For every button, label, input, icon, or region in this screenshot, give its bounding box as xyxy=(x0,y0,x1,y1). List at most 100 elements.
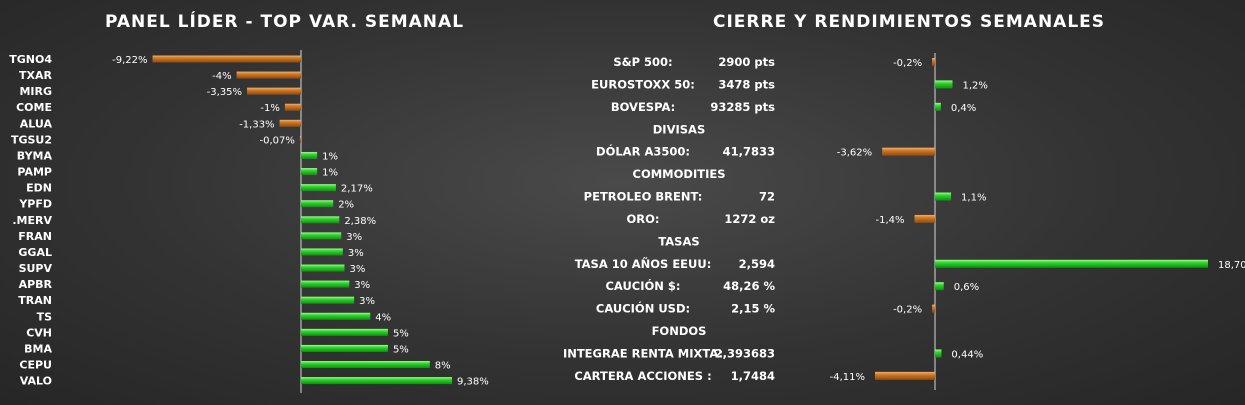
bar xyxy=(301,377,453,385)
change-label: 0,6% xyxy=(954,282,979,293)
change-bar xyxy=(935,80,953,89)
change-label: 18,70% xyxy=(1218,260,1245,271)
bar xyxy=(301,216,340,224)
category-label: YPFD xyxy=(18,198,52,211)
right-panel-title: CIERRE Y RENDIMIENTOS SEMANALES xyxy=(713,12,1106,32)
instrument-value: 41,7833 xyxy=(723,145,775,159)
data-label: 2,38% xyxy=(344,216,376,227)
cierre-rendimientos-table: S&P 500: 2900 pts -0,2% EUROSTOXX 50: 3478 p… xyxy=(563,53,1245,390)
bar xyxy=(301,344,388,352)
instrument-name: ORO: xyxy=(626,212,659,226)
data-label: 9,38% xyxy=(457,377,489,388)
bar xyxy=(301,200,334,208)
instrument-value: 3478 pts xyxy=(718,77,775,91)
bar xyxy=(301,151,318,159)
data-label: 4% xyxy=(375,312,391,323)
data-label: 1% xyxy=(322,168,338,179)
panel-lider-bar-chart: TGNO4 -9,22% TXAR -4% MIRG -3,35% COME -1% ALUA -… xyxy=(9,50,489,393)
category-label: CEPU xyxy=(19,359,52,372)
instrument-name: S&P 500: xyxy=(613,55,672,69)
bar xyxy=(152,55,301,63)
bar xyxy=(301,328,388,336)
instrument-value: 2,393683 xyxy=(715,346,775,360)
change-label: 1,1% xyxy=(961,193,986,204)
change-bar xyxy=(874,371,935,380)
instrument-value: 1,7484 xyxy=(731,369,775,383)
change-bar xyxy=(935,192,952,201)
data-label: 3% xyxy=(354,280,370,291)
bar xyxy=(301,361,430,369)
change-bar xyxy=(932,304,935,313)
change-bar xyxy=(935,349,942,358)
change-bar xyxy=(935,259,1209,268)
instrument-value: 2900 pts xyxy=(718,55,775,69)
instrument-name: PETROLEO BRENT: xyxy=(584,190,703,204)
section-header: TASAS xyxy=(658,234,699,248)
instrument-name: DÓLAR A3500: xyxy=(596,144,690,159)
instrument-name: CAUCIÓN $: xyxy=(605,278,680,293)
data-label: 3% xyxy=(348,248,364,259)
section-header: COMMODITIES xyxy=(633,167,726,181)
category-label: FRAN xyxy=(18,230,52,243)
instrument-name: INTEGRAE RENTA MIXTA: xyxy=(563,346,723,360)
category-label: SUPV xyxy=(19,262,53,275)
change-bar xyxy=(914,214,935,223)
category-label: TS xyxy=(37,310,53,323)
section-header: FONDOS xyxy=(652,324,707,338)
category-label: TGNO4 xyxy=(9,53,52,66)
change-bar xyxy=(935,282,944,291)
data-label: 5% xyxy=(393,344,409,355)
data-label: -1% xyxy=(260,103,279,114)
change-label: 1,2% xyxy=(963,80,988,91)
category-label: VALO xyxy=(20,375,52,388)
category-label: .MERV xyxy=(12,214,52,227)
data-label: 5% xyxy=(393,328,409,339)
change-label: 0,4% xyxy=(951,103,976,114)
category-label: BMA xyxy=(24,342,52,355)
bar xyxy=(301,184,336,192)
data-label: -9,22% xyxy=(112,55,147,66)
category-label: CVH xyxy=(26,326,52,339)
instrument-value: 72 xyxy=(759,190,775,204)
bar xyxy=(301,264,345,272)
bar xyxy=(301,280,350,288)
category-label: TXAR xyxy=(19,69,52,82)
data-label: 1% xyxy=(322,151,338,162)
category-label: ALUA xyxy=(20,117,53,130)
section-header: DIVISAS xyxy=(653,122,705,136)
data-label: -3,35% xyxy=(207,87,242,98)
category-label: EDN xyxy=(26,182,52,195)
data-label: -4% xyxy=(212,71,231,82)
data-label: -0,07% xyxy=(259,135,294,146)
data-label: 2% xyxy=(338,200,354,211)
left-panel-title: PANEL LÍDER - TOP VAR. SEMANAL xyxy=(105,12,465,32)
data-label: -1,33% xyxy=(239,119,274,130)
bar xyxy=(301,296,355,304)
change-label: -0,2% xyxy=(893,58,922,69)
change-label: 0,44% xyxy=(951,349,983,360)
bar xyxy=(299,135,301,143)
category-label: APBR xyxy=(19,278,53,291)
instrument-value: 93285 pts xyxy=(710,100,775,114)
category-label: GGAL xyxy=(18,246,52,259)
data-label: 3% xyxy=(359,296,375,307)
data-label: 3% xyxy=(349,264,365,275)
bar xyxy=(301,168,318,176)
category-label: PAMP xyxy=(17,166,52,179)
instrument-name: TASA 10 AÑOS EEUU: xyxy=(575,256,712,271)
change-label: -3,62% xyxy=(837,148,872,159)
category-label: TGSU2 xyxy=(11,133,52,146)
data-label: 3% xyxy=(346,232,362,243)
bar xyxy=(236,71,301,79)
bar xyxy=(279,119,301,127)
data-label: 8% xyxy=(435,361,451,372)
instrument-value: 2,594 xyxy=(739,257,775,271)
change-label: -0,2% xyxy=(893,305,922,316)
instrument-value: 1272 oz xyxy=(724,212,775,226)
change-bar xyxy=(932,58,935,66)
category-label: TRAN xyxy=(18,294,52,307)
bar xyxy=(284,103,301,111)
instrument-name: CARTERA ACCIONES : xyxy=(574,369,711,383)
data-label: 2,17% xyxy=(341,184,373,195)
